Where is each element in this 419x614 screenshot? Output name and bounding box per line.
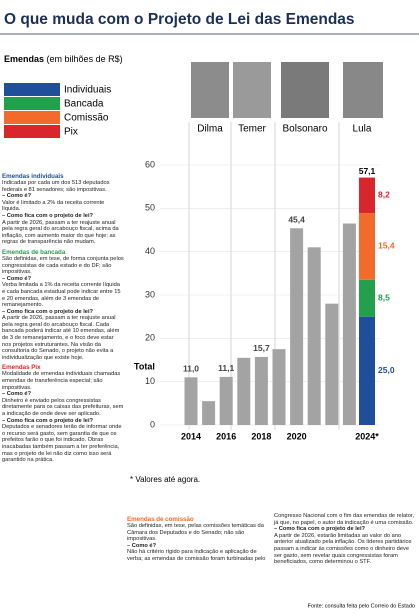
legend-title-bold: Emendas	[4, 54, 44, 64]
photo	[343, 62, 383, 118]
value-label: 11,0	[183, 364, 199, 374]
bar	[359, 177, 375, 214]
bar	[359, 213, 375, 280]
photo	[281, 62, 329, 118]
bar	[254, 356, 268, 425]
section-text: São definidas, em tese, pelas comissões …	[127, 523, 264, 543]
y-tick-label: 0	[150, 419, 155, 429]
legend-swatch	[4, 97, 60, 110]
legend-swatch	[4, 125, 60, 138]
value-label: 15,7	[253, 343, 270, 353]
legend-label: Comissão	[64, 113, 109, 124]
section-text: – Como é?	[2, 193, 32, 200]
series-label: Total	[134, 361, 155, 371]
value-label: 11,1	[218, 363, 234, 373]
legend-label: Bancada	[64, 99, 104, 110]
section-text: Não há critério rígido para indicação e …	[127, 513, 415, 562]
section-text: – Como fica com o projeto de lei?	[274, 526, 366, 533]
x-tick-label: 2014	[181, 431, 201, 441]
y-tick-label: 60	[145, 159, 155, 169]
section-text: Modalidade de emendas individuais chamad…	[2, 371, 121, 391]
bar	[342, 223, 356, 425]
section-heading: Emendas individuais	[2, 173, 64, 180]
bar	[359, 279, 375, 317]
section-text: Verba limitada a 1% da receita corrente …	[2, 282, 121, 309]
legend-swatch	[4, 111, 60, 124]
legend-title: Emendas (em bilhões de R$)	[4, 54, 123, 64]
text-column: Emendas individuais Indicadas por cada um…	[2, 170, 124, 464]
bar	[237, 357, 251, 425]
section-text: Dinheiro é enviado pelos congressistas d…	[2, 397, 124, 417]
x-tick-label: 2018	[251, 431, 271, 441]
bar	[325, 303, 339, 425]
y-tick-label: 50	[145, 203, 155, 213]
president-label: Dilma	[197, 124, 223, 135]
footnote: * Valores até agora.	[130, 475, 200, 484]
legend-swatch	[4, 83, 60, 96]
section-text: Indicadas por cada um dos 513 deputados …	[2, 180, 110, 193]
section-text: A partir de 2026, passam a ter reajuste …	[2, 315, 120, 361]
section-text: Valor é limitado a 2% da receita corrent…	[2, 199, 105, 213]
president-label: Bolsonaro	[282, 124, 327, 135]
y-tick-label: 10	[145, 376, 155, 386]
president-label: Lula	[353, 124, 372, 135]
value-label: 8,2	[378, 190, 390, 200]
value-label: 25,0	[378, 365, 395, 375]
total-label: 57,1	[359, 166, 376, 176]
section-text: – Como fica com o projeto de lei?	[2, 212, 94, 219]
text-column: Emendas de comissão São definidas, em tes…	[127, 513, 415, 566]
source: Fonte: consulta feita pelo Correio do Es…	[308, 603, 415, 609]
section-text: – Como fica com o projeto de lei?	[2, 417, 94, 424]
y-tick-label: 30	[145, 289, 155, 299]
photos	[191, 62, 383, 118]
section-text: – Como é?	[127, 542, 157, 549]
value-label: 8,5	[378, 293, 390, 303]
section-heading: Emendas de comissão	[127, 516, 194, 523]
section-text: A partir de 2026, estarão limitadas ao v…	[274, 532, 412, 566]
president-label: Temer	[238, 124, 266, 135]
x-tick-label: 2016	[216, 431, 236, 441]
bar	[184, 377, 198, 425]
legend-label: Pix	[64, 127, 78, 138]
section-text: São definidas, em tese, de forma conjunt…	[2, 255, 124, 276]
section-text: – Como fica com o projeto de lei?	[2, 308, 94, 315]
section-heading: Emendas de bancada	[2, 248, 66, 256]
bar	[307, 247, 321, 425]
section-heading: Emendas Pix	[2, 364, 41, 372]
title: O que muda com o Projeto de Lei das Emen…	[4, 11, 355, 28]
bar	[219, 376, 233, 425]
x-tick-label: 2020	[287, 431, 307, 441]
section-text: – Como é?	[2, 275, 32, 282]
legend-title-rest: (em bilhões de R$)	[47, 54, 123, 64]
legend-label: Individuais	[64, 85, 111, 96]
bar	[359, 316, 375, 425]
x-tick-label: 2024*	[355, 431, 379, 441]
bar	[290, 228, 304, 425]
photo	[191, 62, 229, 118]
photo	[233, 62, 271, 118]
y-tick-label: 20	[145, 333, 155, 343]
y-tick-label: 40	[145, 246, 155, 256]
value-label: 15,4	[378, 241, 395, 251]
bar	[272, 349, 286, 425]
value-label: 45,4	[288, 215, 305, 225]
bar	[202, 401, 216, 425]
section-text: – Como é?	[2, 391, 32, 398]
section-text: A partir de 2026, passam a ter reajuste …	[2, 219, 119, 246]
section-text: Deputados e senadores terão de informar …	[2, 424, 122, 464]
